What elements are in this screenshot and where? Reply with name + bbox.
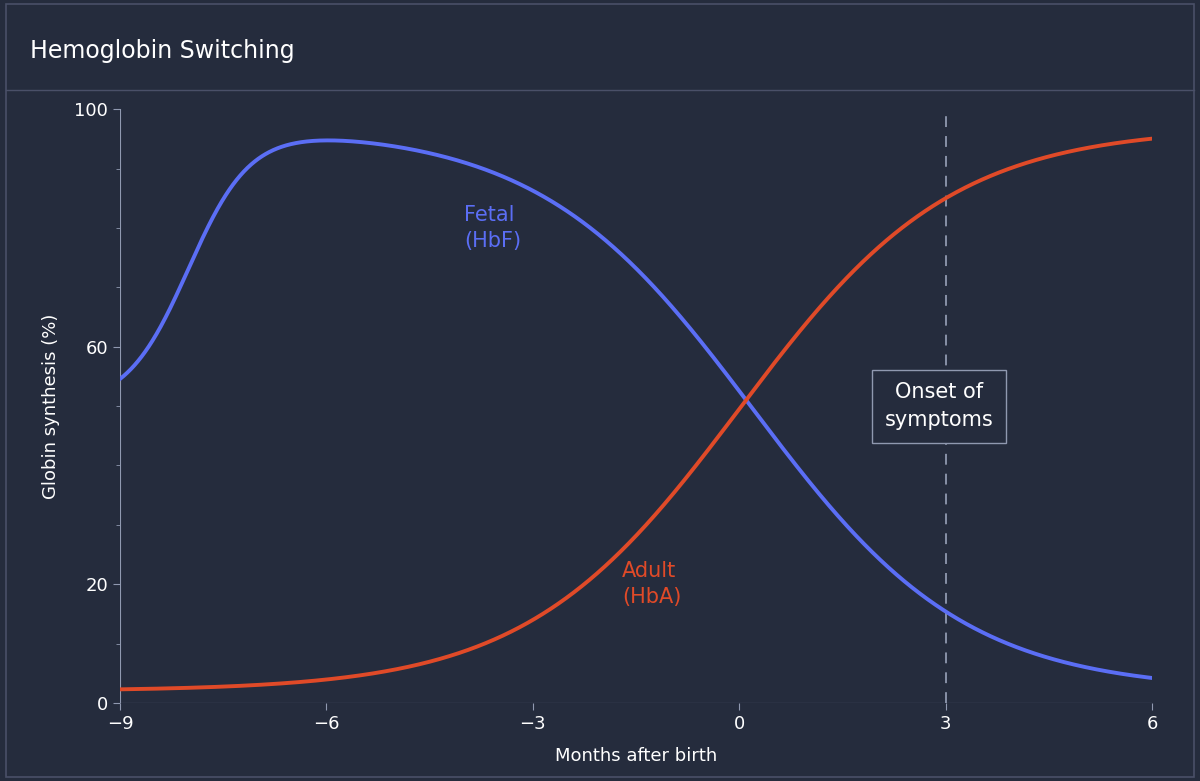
Text: Onset of
symptoms: Onset of symptoms (884, 382, 994, 430)
Text: Hemoglobin Switching: Hemoglobin Switching (30, 39, 295, 62)
X-axis label: Months after birth: Months after birth (554, 747, 718, 765)
Y-axis label: Globin synthesis (%): Globin synthesis (%) (42, 313, 60, 499)
Text: Adult
(HbA): Adult (HbA) (623, 561, 682, 608)
Text: Fetal
(HbF): Fetal (HbF) (464, 205, 521, 251)
